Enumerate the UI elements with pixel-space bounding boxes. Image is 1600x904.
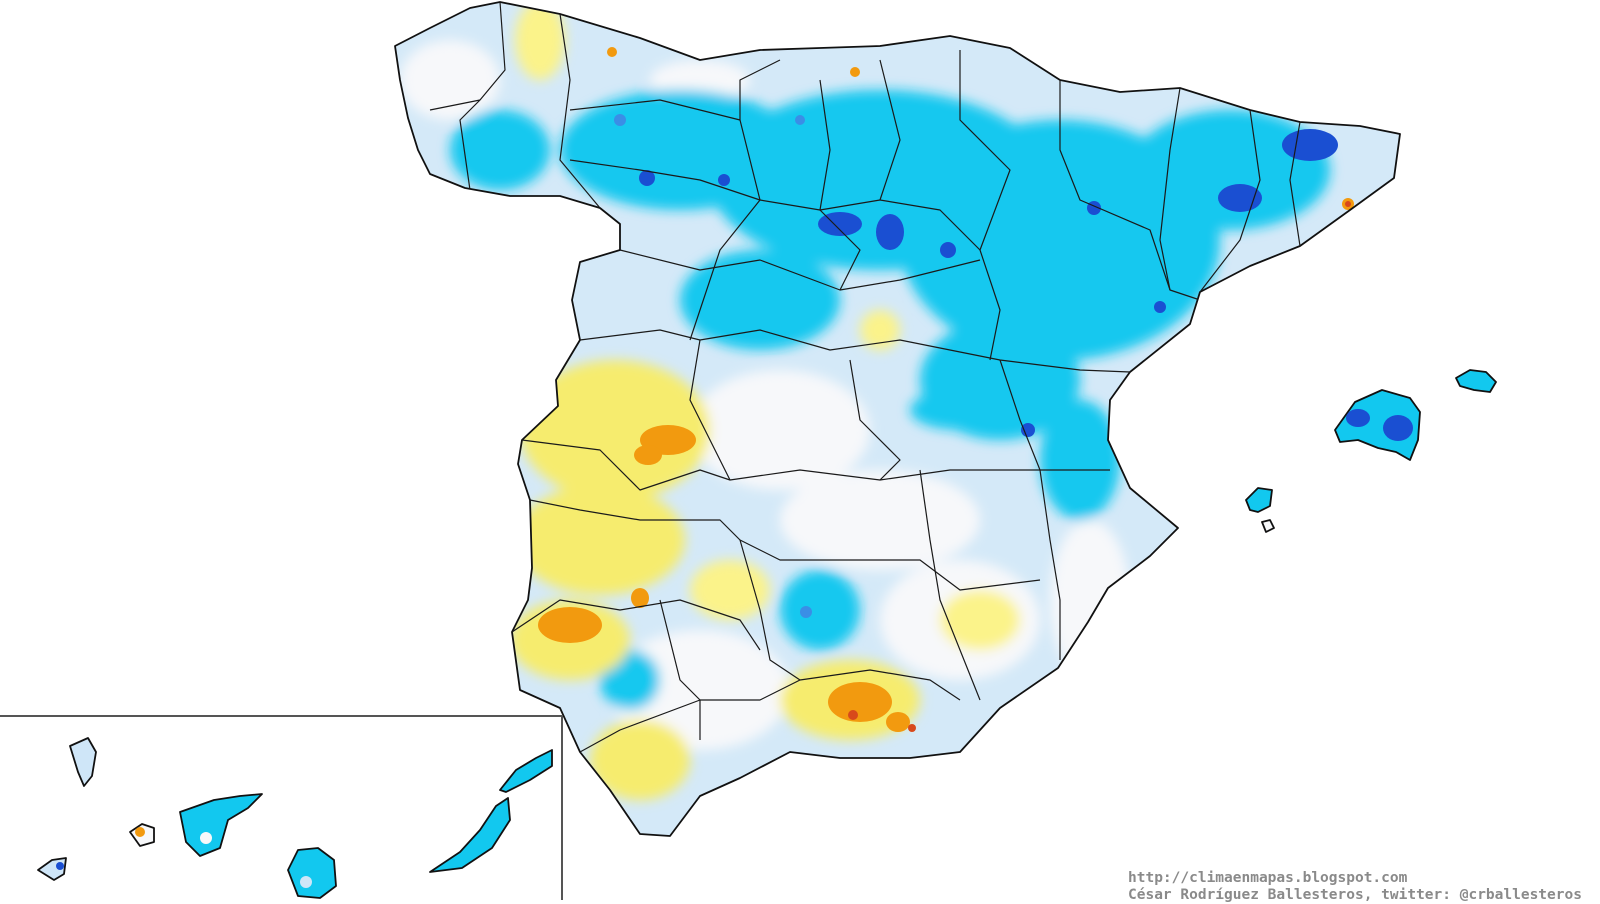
credits: http://climaenmapas.blogspot.com César R… [1128,870,1598,904]
menorca [1455,369,1497,393]
tenerife [179,793,263,857]
canary-islands-inset [0,715,563,900]
inset-frame [0,715,563,900]
credits-author: César Rodríguez Ballesteros, twitter: @c… [1128,887,1582,903]
gran-canaria [287,847,337,899]
balearic-islands [1245,369,1497,533]
mainland-spain [394,1,1401,837]
mallorca [1334,389,1421,461]
province-borders [429,2,1301,753]
credits-url[interactable]: http://climaenmapas.blogspot.com [1128,870,1408,886]
la-palma [69,737,97,787]
fuerteventura [429,797,511,873]
ibiza [1245,487,1273,513]
formentera [1261,519,1275,533]
lanzarote [499,749,553,793]
